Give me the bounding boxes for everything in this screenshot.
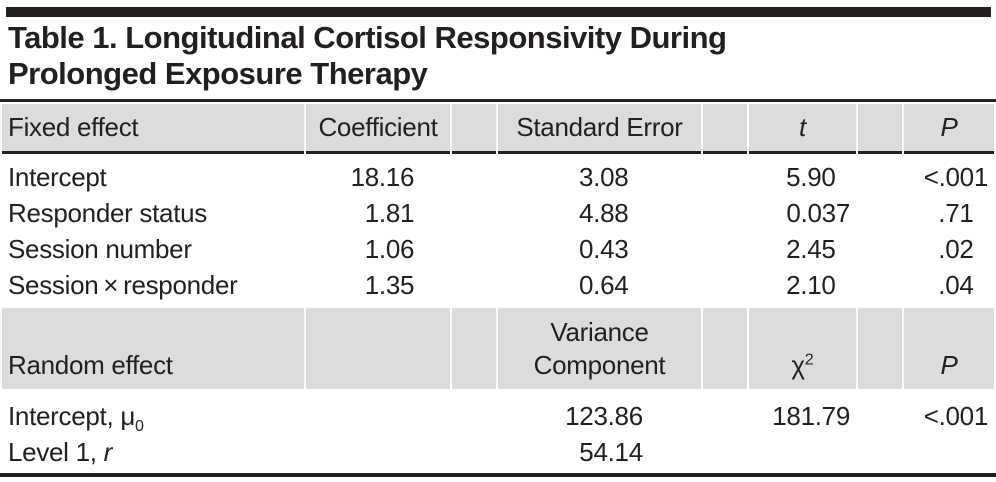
header-spacer [452, 104, 496, 154]
table-row-session-number: Session number 1.06 0.43 2.45 .02 [2, 231, 994, 267]
header-p: P [904, 104, 994, 154]
t-value: 2.10 [786, 270, 836, 300]
header-spacer [858, 104, 902, 154]
header-spacer [703, 104, 747, 154]
header-t: t [749, 104, 856, 154]
p-value: <.001 [923, 401, 989, 431]
spacer-cell [858, 231, 902, 267]
coefficient-value: 18.16 [350, 162, 415, 192]
spacer-cell [703, 154, 747, 195]
row-label: Responder status [8, 198, 207, 228]
table-row-level-1-r: Level 1, r 54.14 [2, 434, 994, 470]
coefficient-value: 1.35 [364, 270, 415, 300]
spacer-cell [703, 267, 747, 303]
bottom-rule [0, 473, 996, 477]
p-value: <.001 [923, 162, 989, 192]
chi-exponent: 2 [804, 350, 814, 369]
fixed-effects-header-row: Fixed effect Coefficient Standard Error … [2, 104, 994, 154]
header-spacer [703, 303, 747, 389]
p-value: .71 [938, 198, 974, 228]
spacer-cell [452, 154, 496, 195]
spacer-cell [858, 195, 902, 231]
row-label: Level 1, r [2, 434, 304, 470]
header-spacer [452, 303, 496, 389]
spacer-cell [452, 389, 496, 434]
journal-table-figure: Table 1. Longitudinal Cortisol Responsiv… [0, 7, 996, 477]
spacer-cell [452, 195, 496, 231]
coefficient-value: 1.81 [364, 198, 415, 228]
spacer-cell [452, 434, 496, 470]
table-top-bar [6, 7, 991, 17]
table-row-responder-status: Responder status 1.81 4.88 0.037 .71 [2, 195, 994, 231]
t-value: 5.90 [786, 162, 836, 192]
chi-symbol: χ [791, 350, 805, 380]
spacer-cell [703, 195, 747, 231]
variance-component-value: 123.86 [565, 401, 643, 431]
title-rule [0, 99, 996, 102]
mu-subscript: 0 [135, 417, 144, 436]
coefficient-value: 1.06 [364, 234, 415, 264]
spacer-cell [858, 267, 902, 303]
spacer-cell [703, 231, 747, 267]
row-label-tail: r [103, 437, 113, 467]
chi-squared-value: 181.79 [772, 401, 850, 431]
row-label: Intercept [8, 162, 107, 192]
cortisol-results-table: Fixed effect Coefficient Standard Error … [0, 104, 996, 470]
header-variance-line1: Variance [550, 317, 649, 347]
row-label: Intercept, μ0 [2, 389, 304, 434]
row-label: Session × responder [8, 270, 238, 300]
spacer-cell [452, 267, 496, 303]
header-spacer [306, 303, 450, 389]
spacer-cell [306, 389, 450, 434]
row-label-text: Level 1, [8, 437, 104, 467]
header-coefficient: Coefficient [306, 104, 450, 154]
header-fixed-effect: Fixed effect [2, 104, 304, 154]
header-p: P [904, 303, 994, 389]
variance-component-value: 54.14 [579, 437, 643, 467]
spacer-cell [306, 434, 450, 470]
standard-error-value: 0.43 [579, 234, 629, 264]
p-value: .04 [938, 270, 974, 300]
spacer-cell [703, 389, 747, 434]
header-random-effect: Random effect [2, 303, 304, 389]
table-title: Table 1. Longitudinal Cortisol Responsiv… [8, 20, 986, 92]
table-row-intercept-mu0: Intercept, μ0 123.86 181.79 <.001 [2, 389, 994, 434]
p-value: .02 [938, 234, 974, 264]
spacer-cell [858, 434, 902, 470]
t-value: 2.45 [786, 234, 836, 264]
table-row-intercept: Intercept 18.16 3.08 5.90 <.001 [2, 154, 994, 195]
spacer-cell [703, 434, 747, 470]
header-variance-component: Variance Component [498, 303, 701, 389]
t-value: 0.037 [786, 198, 850, 228]
standard-error-value: 4.88 [579, 198, 629, 228]
spacer-cell [858, 389, 902, 434]
table-row-session-x-responder: Session × responder 1.35 0.64 2.10 .04 [2, 267, 994, 303]
table-title-line2: Prolonged Exposure Therapy [8, 56, 428, 91]
standard-error-value: 0.64 [579, 270, 629, 300]
header-chi-squared: χ2 [749, 303, 856, 389]
header-spacer [858, 303, 902, 389]
header-standard-error: Standard Error [498, 104, 701, 154]
standard-error-value: 3.08 [579, 162, 629, 192]
random-effects-header-row: Random effect Variance Component χ2 P [2, 303, 994, 389]
spacer-cell [858, 154, 902, 195]
row-label: Session number [8, 234, 192, 264]
spacer-cell [452, 231, 496, 267]
table-title-line1: Table 1. Longitudinal Cortisol Responsiv… [8, 20, 727, 55]
header-variance-line2: Component [533, 350, 666, 380]
row-label-text: Intercept, μ [8, 401, 135, 431]
